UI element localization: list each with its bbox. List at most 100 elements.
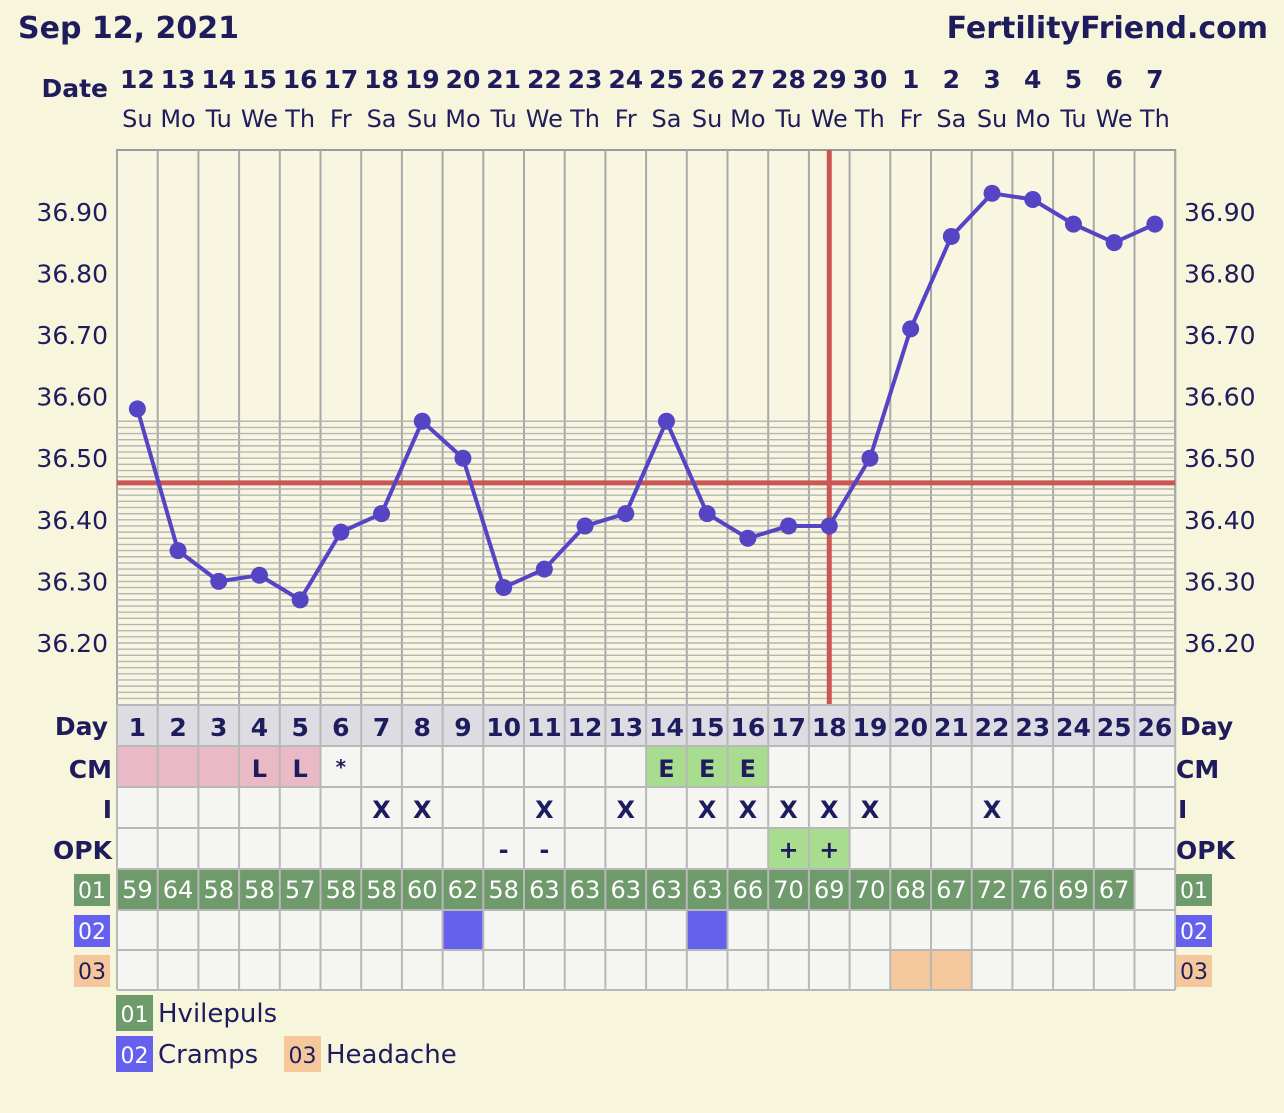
temperature-point: [861, 449, 879, 467]
day-number: 15: [690, 713, 725, 742]
y-tick-label-left: 36.70: [36, 321, 108, 350]
opk-row-label-right: OPK: [1176, 836, 1237, 865]
site-name[interactable]: FertilityFriend.com: [947, 11, 1268, 46]
temperature-point: [1146, 215, 1164, 233]
date-label: 4: [1024, 65, 1041, 94]
date-label: 15: [242, 65, 277, 94]
cm-row-label-left: CM: [69, 755, 112, 784]
code-badge-right-label: 02: [1180, 920, 1208, 945]
date-label: 23: [568, 65, 603, 94]
date-label: 21: [486, 65, 521, 94]
code-badge-left: [74, 955, 110, 987]
y-tick-label-left: 36.90: [36, 198, 108, 227]
cramps-cell: [442, 910, 484, 950]
intercourse-mark: X: [739, 796, 758, 824]
temperature-point: [373, 505, 391, 523]
hvilepuls-value: 64: [163, 876, 194, 904]
i-row-label-left: I: [103, 795, 112, 824]
y-tick-label-right: 36.90: [1184, 198, 1256, 227]
hvilepuls-cell: [1053, 869, 1094, 910]
temperature-point: [210, 572, 228, 590]
legend-code: 01: [121, 1003, 149, 1028]
y-tick-label-left: 36.60: [36, 383, 108, 412]
headache-cell: [890, 950, 931, 990]
hvilepuls-value: 63: [610, 876, 641, 904]
day-number: 18: [812, 713, 847, 742]
hvilepuls-cell: [117, 869, 158, 910]
weekday-label: Su: [977, 105, 1007, 133]
cm-cell: [239, 746, 280, 787]
chart-date: Sep 12, 2021: [18, 11, 239, 46]
cm-cell: [157, 746, 199, 787]
weekday-label: Su: [122, 105, 152, 133]
date-label: 20: [446, 65, 481, 94]
legend-code: 03: [289, 1044, 317, 1069]
temperature-point: [1105, 234, 1123, 252]
weekday-label: Fr: [900, 105, 922, 133]
day-number: 10: [486, 713, 521, 742]
date-label: 25: [649, 65, 684, 94]
day-number: 19: [853, 713, 888, 742]
cm-cell: [646, 746, 687, 787]
legend-swatch: [116, 1036, 153, 1072]
temperature-point: [576, 517, 594, 535]
hvilepuls-value: 58: [203, 876, 234, 904]
weekday-label: Tu: [774, 105, 801, 133]
hvilepuls-cell: [849, 869, 891, 910]
opk-value: +: [778, 836, 798, 864]
y-tick-label-right: 36.30: [1184, 567, 1256, 596]
date-label: 3: [983, 65, 1000, 94]
y-tick-label-right: 36.70: [1184, 321, 1256, 350]
cm-value: L: [293, 755, 308, 783]
hvilepuls-value: 67: [936, 876, 967, 904]
y-tick-label-right: 36.80: [1184, 259, 1256, 288]
hvilepuls-value: 66: [733, 876, 764, 904]
day-number: 1: [129, 713, 146, 742]
day-number: 26: [1137, 713, 1172, 742]
day-number: 4: [251, 713, 268, 742]
hvilepuls-cell: [605, 869, 647, 910]
code-badge-left-label: 01: [78, 879, 106, 904]
weekday-label: Sa: [651, 105, 681, 133]
code-badge-left: [74, 915, 110, 947]
hvilepuls-value: 58: [488, 876, 519, 904]
temperature-point: [1024, 190, 1042, 208]
y-tick-label-left: 36.30: [36, 567, 108, 596]
hvilepuls-cell: [157, 869, 199, 910]
weekday-label: Th: [854, 105, 885, 133]
day-number: 16: [730, 713, 765, 742]
y-tick-label-right: 36.40: [1184, 506, 1256, 535]
weekday-label: Mo: [445, 105, 480, 133]
opk-row-label-left: OPK: [53, 836, 114, 865]
weekday-label: Tu: [1059, 105, 1086, 133]
intercourse-mark: X: [861, 796, 880, 824]
opk-value: +: [819, 836, 839, 864]
temperature-grid: [116, 149, 1177, 706]
weekday-label: Fr: [330, 105, 352, 133]
code-badge-right-label: 01: [1180, 879, 1208, 904]
date-row-label: Date: [41, 74, 108, 103]
hvilepuls-value: 70: [773, 876, 804, 904]
hvilepuls-cell: [361, 869, 402, 910]
weekday-label: Sa: [367, 105, 397, 133]
cm-cell: [279, 746, 321, 787]
temperature-point: [942, 227, 960, 245]
hvilepuls-value: 58: [244, 876, 275, 904]
code-badge-right: [1176, 955, 1212, 987]
day-row-label-right: Day: [1180, 712, 1233, 741]
day-number: 8: [414, 713, 431, 742]
weekday-label: We: [811, 105, 848, 133]
y-tick-label-right: 36.50: [1184, 444, 1256, 473]
hvilepuls-value: 60: [407, 876, 438, 904]
y-tick-label-left: 36.20: [36, 629, 108, 658]
hvilepuls-cell: [524, 869, 565, 910]
code-badge-left: [74, 874, 110, 906]
day-number: 6: [332, 713, 349, 742]
weekday-label: Mo: [1015, 105, 1050, 133]
hvilepuls-cell: [483, 869, 524, 910]
temperature-point: [902, 320, 920, 338]
day-number: 12: [568, 713, 603, 742]
date-label: 6: [1105, 65, 1122, 94]
intercourse-mark: X: [413, 796, 432, 824]
